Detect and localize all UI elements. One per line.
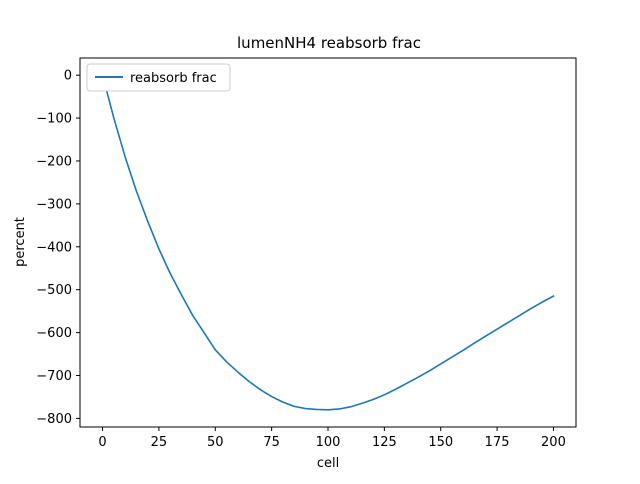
y-tick-label: −400 bbox=[36, 240, 72, 255]
x-axis-label: cell bbox=[317, 456, 339, 471]
x-tick-label: 175 bbox=[485, 435, 510, 450]
plot-area bbox=[80, 58, 576, 427]
series-layer bbox=[101, 74, 555, 411]
x-tick-label: 0 bbox=[98, 435, 106, 450]
x-tick-label: 150 bbox=[428, 435, 453, 450]
x-tick-label: 50 bbox=[207, 435, 224, 450]
y-tick-label: −800 bbox=[36, 412, 72, 427]
x-tick-label: 125 bbox=[372, 435, 397, 450]
y-axis-ticks: 0 −100 −200 −300 −400 −500 −600 −700 −800 bbox=[36, 69, 80, 427]
y-tick-label: 0 bbox=[64, 69, 72, 84]
chart-title: lumenNH4 reabsorb frac bbox=[237, 34, 421, 52]
y-tick-label: −600 bbox=[36, 326, 72, 341]
x-tick-label: 200 bbox=[541, 435, 566, 450]
y-tick-label: −700 bbox=[36, 369, 72, 384]
y-axis-label: percent bbox=[13, 217, 28, 267]
legend-box bbox=[86, 63, 231, 92]
y-tick-label: −200 bbox=[36, 154, 72, 169]
y-tick-label: −300 bbox=[36, 197, 72, 212]
y-tick-label: −100 bbox=[36, 112, 72, 127]
legend: reabsorb frac bbox=[86, 63, 231, 92]
y-tick-label: −500 bbox=[36, 283, 72, 298]
x-tick-label: 100 bbox=[316, 435, 341, 450]
x-tick-label: 25 bbox=[151, 435, 168, 450]
plot-frame bbox=[79, 57, 577, 428]
x-tick-label: 75 bbox=[263, 435, 280, 450]
x-axis-ticks: 0 25 50 75 100 125 150 175 200 bbox=[98, 427, 566, 450]
legend-label: reabsorb frac bbox=[130, 71, 217, 86]
series-line-0 bbox=[101, 74, 555, 411]
